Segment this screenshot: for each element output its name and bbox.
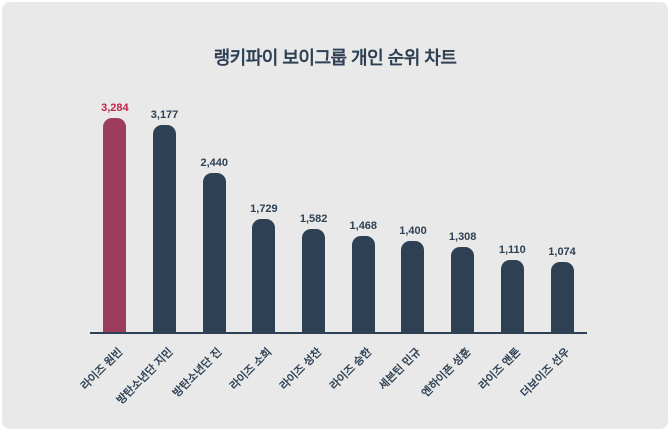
bar-value-label: 1,468 xyxy=(349,220,378,232)
bar-value-label: 1,729 xyxy=(250,203,278,215)
x-axis-label: 라이즈 앤톤 xyxy=(476,346,524,393)
bar xyxy=(103,118,127,332)
bar xyxy=(202,173,226,332)
x-axis-label: 라이즈 원빈 xyxy=(79,346,126,393)
x-axis-label: 세븐틴 민규 xyxy=(377,346,424,393)
bar-value-label: 3,284 xyxy=(101,102,129,114)
bar xyxy=(500,260,524,332)
x-axis-label: 더보이즈 선우 xyxy=(519,346,573,400)
bar-value-label: 1,110 xyxy=(498,244,526,256)
x-axis-label: 라이즈 승한 xyxy=(327,346,374,393)
x-axis-label: 방탄소년단 진 xyxy=(171,346,225,400)
bar-value-label: 1,400 xyxy=(399,225,427,237)
chart-title: 랭키파이 보이그룹 개인 순위 차트 xyxy=(213,48,457,68)
bar-column: 1,400 xyxy=(388,225,438,332)
bar xyxy=(252,219,276,332)
bar xyxy=(153,125,177,332)
bar-value-label: 1,582 xyxy=(299,213,328,225)
bar xyxy=(451,247,475,332)
bar xyxy=(550,262,574,332)
bars-area: 3,284 3,177 2,440 1,729 1,582 1,468 1,400 1,308… xyxy=(90,94,587,334)
bar-column: 1,582 xyxy=(289,213,339,332)
bar-column: 1,074 xyxy=(537,246,587,332)
x-axis-label: 라이즈 소희 xyxy=(228,346,275,393)
bar-column: 1,110 xyxy=(488,244,538,332)
bar-column: 2,440 xyxy=(189,157,239,332)
bar-column: 1,308 xyxy=(438,231,488,332)
bar-value-label: 1,074 xyxy=(548,246,576,258)
bar-chart: 3,284 3,177 2,440 1,729 1,582 1,468 1,400 1,308… xyxy=(79,94,587,429)
bar xyxy=(351,236,375,332)
x-axis-label: 라이즈 성찬 xyxy=(277,346,325,393)
bar-column: 3,284 xyxy=(90,102,140,332)
x-axis-labels: 라이즈 원빈 방탄소년단 지민 방탄소년단 진 라이즈 소희 라이즈 성찬 라이즈 승한 세… xyxy=(79,334,587,429)
bar-column: 1,468 xyxy=(338,220,388,332)
bar xyxy=(302,229,326,332)
bar-value-label: 2,440 xyxy=(200,157,228,169)
bar-column: 3,177 xyxy=(140,109,190,332)
bar-value-label: 3,177 xyxy=(150,109,179,121)
x-axis-label: 엔하이픈 성훈 xyxy=(419,346,474,400)
bar xyxy=(401,241,425,332)
bar-value-label: 1,308 xyxy=(448,231,477,243)
bar-column: 1,729 xyxy=(239,203,289,332)
